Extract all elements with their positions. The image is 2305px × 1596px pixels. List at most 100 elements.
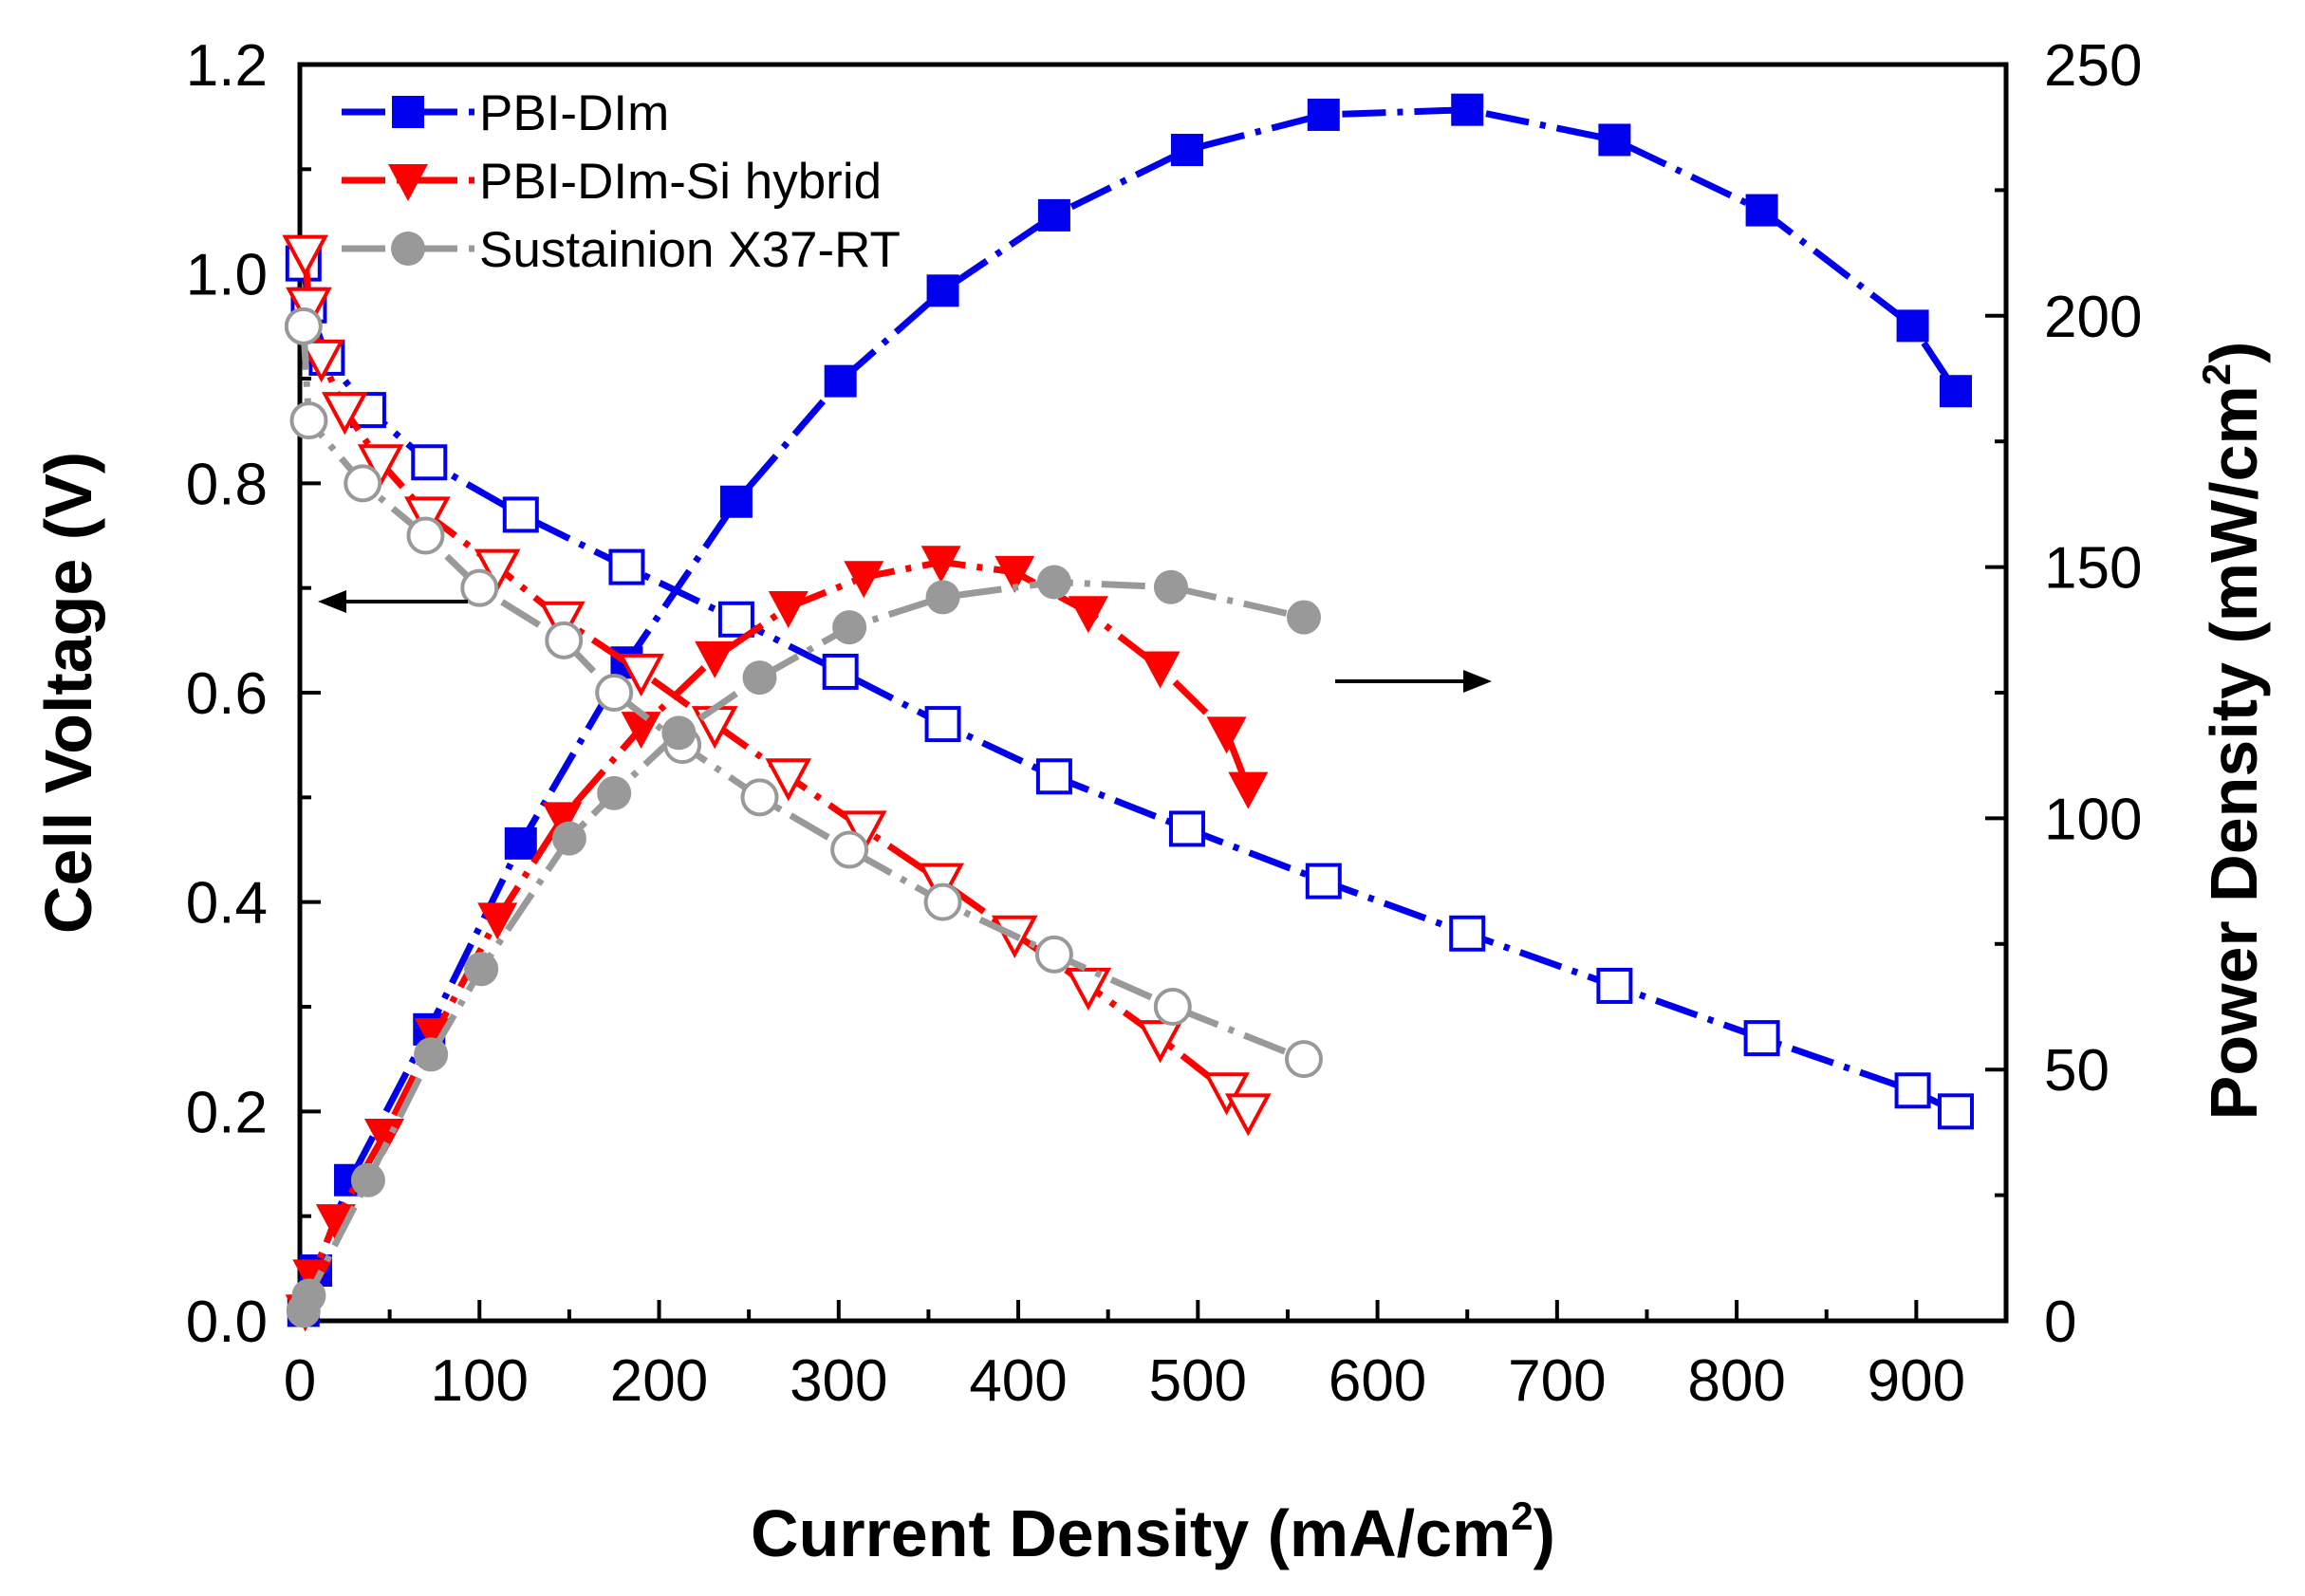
voltage-point-pbi-dim-si: [765, 758, 812, 802]
voltage-point-sustainion: [460, 568, 499, 607]
power-point-sustainion: [925, 580, 960, 615]
voltage-line-sustainion: [300, 325, 1306, 1063]
power-point-sustainion: [742, 660, 777, 696]
voltage-point-sustainion: [545, 621, 584, 659]
legend-entry: Sustainion X37-RT: [342, 222, 901, 278]
x-tick-label: 100: [431, 1348, 529, 1414]
voltage-point-pbi-dim-si: [357, 444, 404, 488]
legend-entry: PBI-DIm-Si hybrid: [342, 154, 882, 210]
y-axis-right: 0 50 100 150 200 250: [1985, 33, 2142, 1355]
power-point-pbi-dim-si: [1206, 716, 1247, 754]
voltage-point-pbi-dim-si: [1137, 1020, 1183, 1064]
x-tick-label: 0: [284, 1348, 316, 1414]
power-point-pbi-dim: [1896, 309, 1929, 343]
legend-label: PBI-DIm-Si hybrid: [479, 154, 882, 210]
x-tick-label: 700: [1508, 1348, 1606, 1414]
left-axis-arrow: [318, 590, 468, 613]
x-tick-label: 400: [969, 1348, 1067, 1414]
legend-label: Sustainion X37-RT: [479, 222, 901, 278]
power-point-pbi-dim-si: [1228, 771, 1269, 809]
legend-marker: [388, 164, 428, 201]
y-axis-left: 0.0 0.2 0.4 0.6 0.8 1.0 1.2: [186, 33, 321, 1355]
x-axis-title-main: Current Density (mA/cm: [751, 1496, 1511, 1570]
power-line-pbi-dim: [300, 106, 1959, 1312]
voltage-point-pbi-dim-si: [691, 706, 738, 750]
voltage-point-sustainion: [830, 830, 869, 869]
power-point-pbi-dim-si: [477, 902, 518, 940]
voltage-point-pbi-dim: [502, 496, 539, 533]
voltage-point-pbi-dim-si: [282, 234, 329, 278]
voltage-point-sustainion: [1284, 1040, 1323, 1079]
power-point-pbi-dim-si: [695, 640, 735, 678]
power-point-sustainion: [350, 1162, 385, 1197]
x-tick-label: 600: [1329, 1348, 1426, 1414]
power-point-pbi-dim-si: [1140, 651, 1180, 689]
power-point-pbi-dim: [1037, 198, 1070, 232]
y-tick-label: 0.6: [186, 661, 268, 727]
y2-tick-label: 200: [2044, 285, 2142, 350]
voltage-point-pbi-dim-si: [1203, 1072, 1250, 1116]
x-tick-label: 500: [1149, 1348, 1247, 1414]
legend-marker: [392, 96, 424, 128]
y2-axis-title-main: Power Density (mW/cm: [2197, 385, 2271, 1120]
power-point-pbi-dim-si: [542, 802, 583, 840]
series-sustainion: [284, 306, 1323, 1328]
power-point-pbi-dim: [1307, 98, 1340, 131]
x-axis: 0 100 200 300 400 500 600 700 800 900: [284, 1300, 1965, 1414]
y2-axis-title: Power Density (mW/cm2): [2194, 342, 2271, 1121]
voltage-point-pbi-dim: [1305, 863, 1342, 900]
power-point-sustainion: [661, 715, 697, 751]
series-pbi-dim: [285, 93, 1975, 1327]
power-point-pbi-dim-si: [844, 561, 884, 599]
power-point-pbi-dim: [1598, 123, 1631, 157]
y-tick-label: 0.2: [186, 1080, 268, 1145]
power-point-pbi-dim-si: [315, 1204, 356, 1242]
voltage-point-pbi-dim-si: [840, 810, 887, 854]
y-tick-label: 0.0: [186, 1290, 268, 1355]
y2-tick-label: 50: [2044, 1038, 2110, 1104]
y-tick-label: 0.8: [186, 452, 268, 517]
legend-label: PBI-DIm: [479, 85, 669, 141]
voltage-point-sustainion: [289, 401, 328, 440]
power-point-sustainion: [291, 1278, 326, 1313]
y2-tick-label: 150: [2044, 536, 2142, 602]
y-axis-title: Cell Voltage (V): [31, 452, 105, 934]
legend: PBI-DIm PBI-DIm-Si hybrid Sustainion X37-R…: [342, 85, 901, 278]
y2-tick-label: 0: [2044, 1290, 2076, 1355]
x-axis-title-tail: ): [1534, 1496, 1555, 1570]
power-point-sustainion: [464, 952, 499, 987]
y-tick-label: 1.0: [186, 243, 268, 308]
power-point-pbi-dim-si: [292, 1259, 333, 1297]
voltage-point-pbi-dim: [411, 444, 448, 481]
y-tick-label: 1.2: [186, 33, 268, 99]
voltage-point-pbi-dim: [1938, 1093, 1975, 1130]
power-point-sustainion: [1286, 600, 1321, 635]
power-line-sustainion: [300, 578, 1305, 1312]
power-point-pbi-dim: [719, 485, 753, 518]
voltage-point-sustainion: [595, 674, 634, 712]
voltage-point-pbi-dim: [608, 548, 645, 585]
x-tick-label: 800: [1687, 1348, 1785, 1414]
power-point-pbi-dim-si: [621, 712, 661, 750]
voltage-point-pbi-dim: [822, 653, 859, 690]
voltage-point-sustainion: [344, 464, 382, 503]
power-line-pbi-dim-si: [302, 558, 1252, 1312]
power-point-sustainion: [832, 610, 867, 645]
voltage-line-pbi-dim-si: [302, 252, 1251, 1114]
voltage-point-pbi-dim: [1596, 967, 1633, 1004]
voltage-point-pbi-dim-si: [618, 653, 664, 697]
voltage-point-pbi-dim: [1168, 810, 1205, 847]
voltage-point-pbi-dim-si: [321, 392, 368, 436]
power-point-pbi-dim: [1170, 134, 1203, 167]
x-axis-title-sup: 2: [1511, 1494, 1533, 1538]
power-point-pbi-dim: [926, 274, 959, 307]
y2-tick-label: 100: [2044, 787, 2142, 852]
x-tick-label: 900: [1868, 1348, 1965, 1414]
voltage-point-pbi-dim: [1743, 1020, 1780, 1057]
power-point-pbi-dim-si: [994, 555, 1035, 593]
voltage-point-sustainion: [740, 778, 779, 817]
power-point-sustainion: [551, 821, 586, 856]
x-axis-title: Current Density (mA/cm2): [751, 1494, 1555, 1570]
series-layer: [282, 93, 1975, 1332]
